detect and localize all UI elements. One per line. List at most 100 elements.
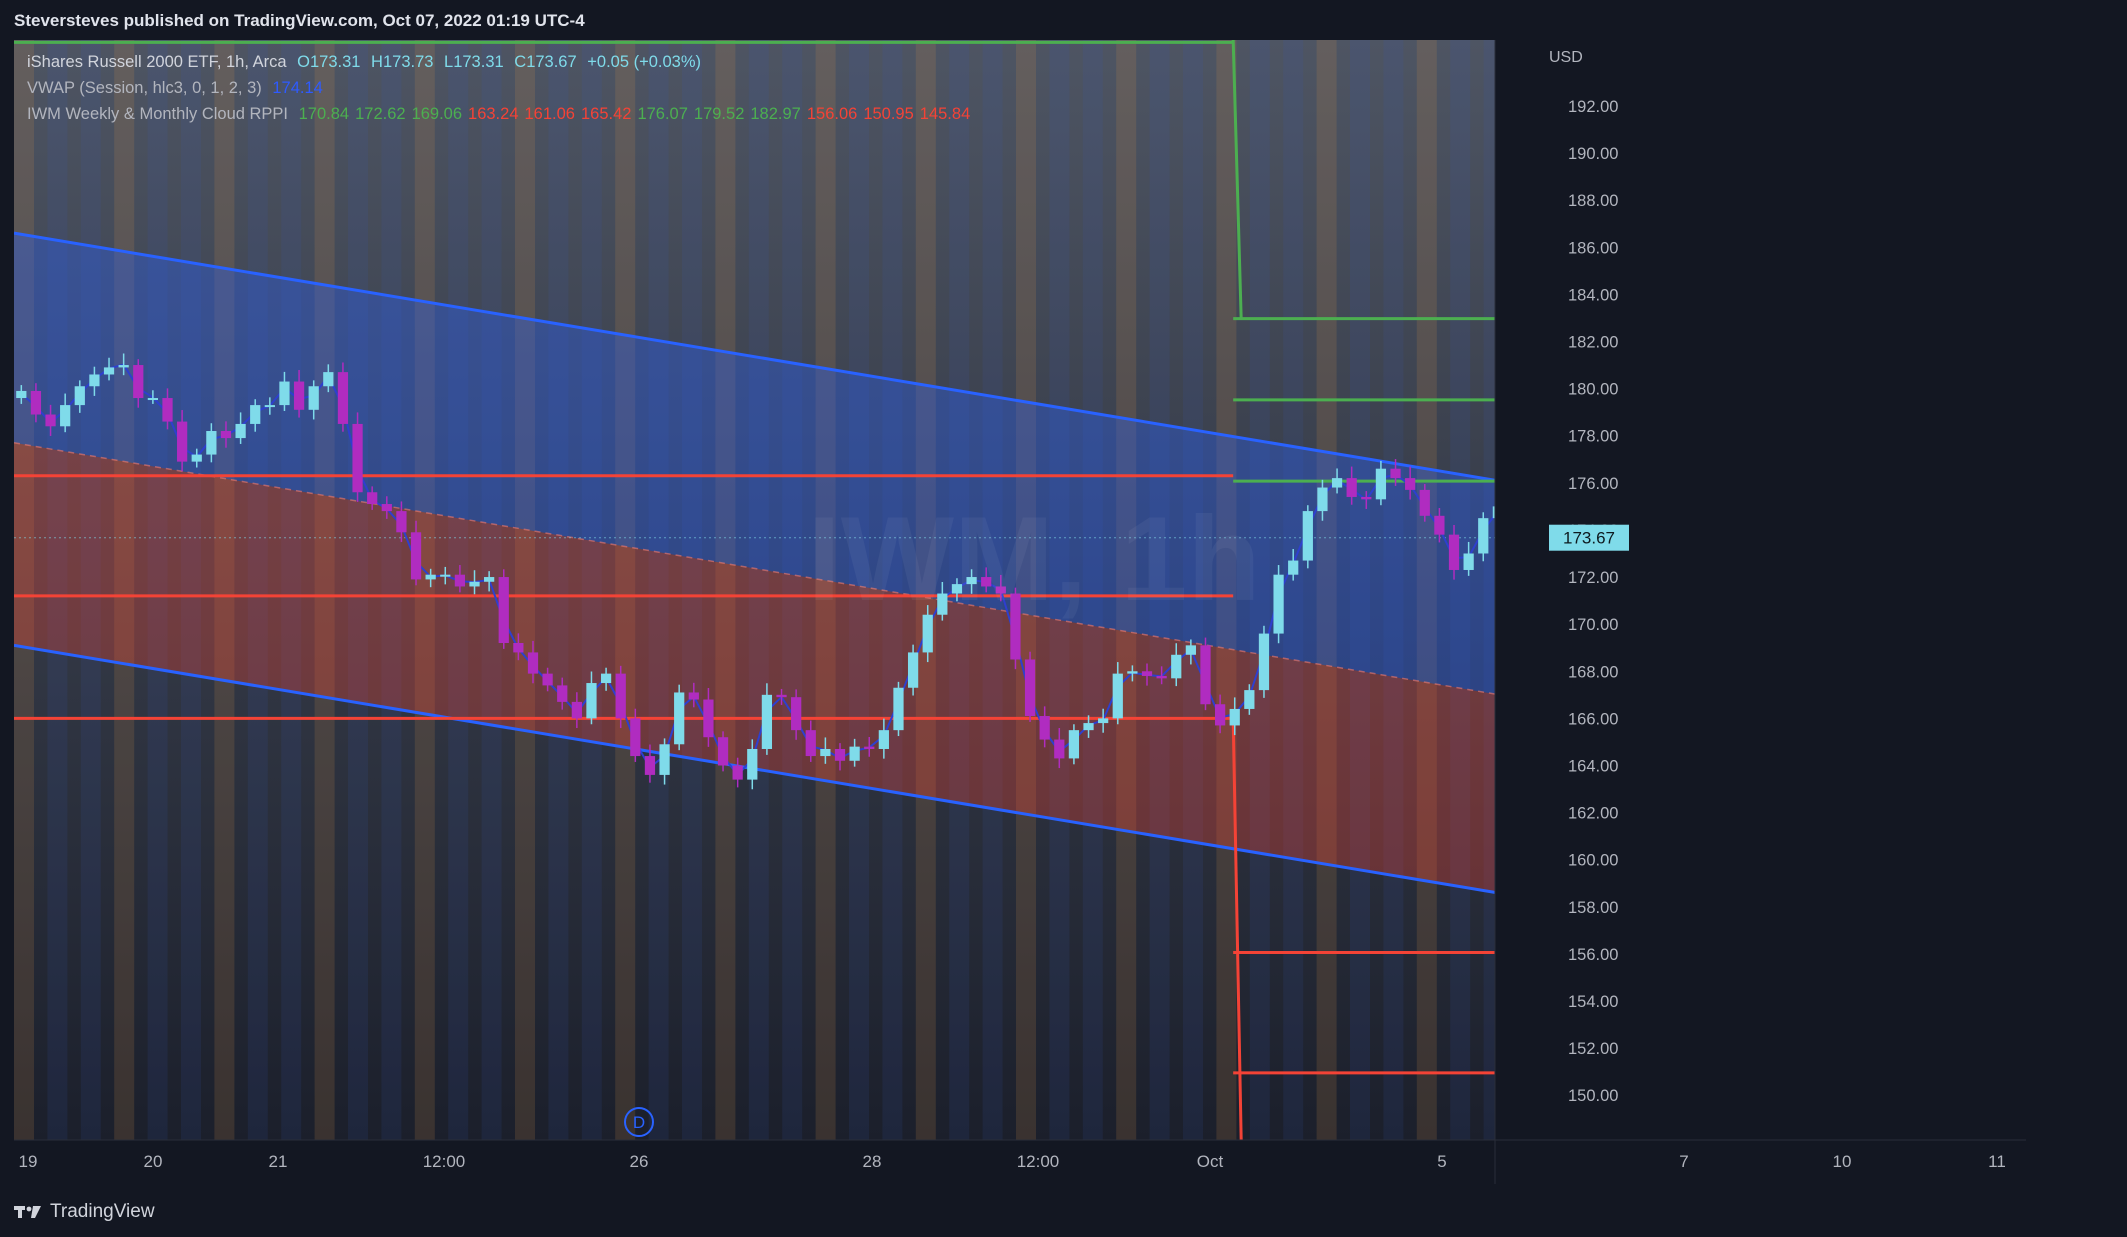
candle-body xyxy=(1434,515,1445,535)
session-stripe xyxy=(849,40,869,1140)
legend-vwap-label: VWAP (Session, hlc3, 0, 1, 2, 3) xyxy=(27,79,262,97)
dividend-marker-icon[interactable] xyxy=(624,1107,654,1137)
candle-body xyxy=(600,673,612,684)
session-stripe xyxy=(348,40,368,1140)
candle-body xyxy=(893,687,904,731)
y-tick-label: 192.00 xyxy=(1568,98,1618,116)
candle-body xyxy=(425,574,436,580)
session-stripe xyxy=(448,40,469,1140)
candle-body xyxy=(147,398,159,401)
y-tick-label: 188.00 xyxy=(1568,192,1618,210)
candle-body xyxy=(1171,654,1182,679)
session-stripe xyxy=(1216,40,1237,1140)
session-stripe xyxy=(1249,40,1270,1140)
y-tick-label: 162.00 xyxy=(1568,805,1618,823)
candle-body xyxy=(878,730,889,749)
candle-body xyxy=(308,386,319,410)
candle-body xyxy=(410,532,422,580)
y-tick-label: 172.00 xyxy=(1568,569,1618,587)
legend-change: +0.05 (+0.03%) xyxy=(587,53,702,71)
channel-upper-fill xyxy=(14,233,1666,724)
y-tick-label: 182.00 xyxy=(1568,333,1618,351)
y-tick-label: 158.00 xyxy=(1568,899,1618,917)
candle-body xyxy=(703,699,714,738)
candle-body xyxy=(89,374,100,387)
candle-body xyxy=(513,642,524,653)
candle-body xyxy=(1273,574,1284,634)
session-stripe xyxy=(1450,40,1471,1140)
session-stripe xyxy=(648,40,669,1140)
legend-close: C173.67 xyxy=(514,53,577,71)
x-tick-label: 5 xyxy=(1437,1152,1446,1171)
session-stripe xyxy=(782,40,803,1140)
candle-body xyxy=(1068,730,1080,759)
support-step xyxy=(1231,718,1243,1141)
candle-body xyxy=(103,367,115,375)
session-stripe xyxy=(615,40,636,1140)
candle-body xyxy=(60,405,71,427)
candle-body xyxy=(1200,645,1211,705)
candle-body xyxy=(1127,671,1138,674)
candle-body xyxy=(1390,468,1401,479)
last-price-label: 173.67 xyxy=(1563,529,1615,548)
session-stripe xyxy=(715,40,736,1140)
candle-body xyxy=(498,577,509,643)
session-stripe xyxy=(381,40,402,1140)
y-tick-label: 150.00 xyxy=(1568,1087,1618,1105)
session-stripe xyxy=(815,40,836,1140)
price-chart-svg[interactable]: USD 192.00 190.00 188.00 186.00 184.00 182.00 1… xyxy=(13,39,2026,1184)
legend-cloud-value: 179.52 xyxy=(693,105,745,123)
y-tick-label: 178.00 xyxy=(1568,428,1618,446)
time-axis-bg xyxy=(14,1140,2026,1184)
session-stripe xyxy=(314,40,335,1140)
y-tick-label: 176.00 xyxy=(1568,475,1618,493)
candle-body xyxy=(220,431,232,439)
candle-body xyxy=(1054,739,1065,759)
candle-body xyxy=(1244,690,1255,709)
candle-body xyxy=(586,683,597,719)
candle-body xyxy=(323,372,334,387)
candle-body xyxy=(162,398,173,422)
candle-body xyxy=(732,765,743,780)
candle-body xyxy=(747,748,758,780)
session-stripe xyxy=(1183,40,1203,1140)
candle-body xyxy=(337,372,349,424)
y-tick-label: 186.00 xyxy=(1568,239,1618,257)
candle-body xyxy=(1039,716,1050,740)
x-tick-label: 28 xyxy=(863,1152,882,1171)
candle-body xyxy=(995,586,1006,594)
last-price-tag xyxy=(1549,524,1629,551)
candle-body xyxy=(1361,496,1372,500)
session-stripe xyxy=(581,40,602,1140)
session-stripe xyxy=(1383,40,1404,1140)
y-tick-label: 180.00 xyxy=(1568,381,1618,399)
session-stripe xyxy=(1116,40,1137,1140)
candle-body xyxy=(805,730,816,757)
footer-branding[interactable]: TradingView xyxy=(14,1197,155,1227)
y-tick-label: 170.00 xyxy=(1568,616,1618,634)
candle-body xyxy=(235,423,246,439)
candle-body xyxy=(352,423,363,493)
candle-body xyxy=(717,737,729,766)
candle-body xyxy=(1317,487,1328,512)
y-tick-label: 184.00 xyxy=(1568,286,1618,304)
candle-body xyxy=(133,365,144,399)
legend-cloud-value: 169.06 xyxy=(411,105,463,123)
chart-area[interactable]: USD 192.00 190.00 188.00 186.00 184.00 182.00 1… xyxy=(13,39,2026,1184)
session-stripe xyxy=(748,40,769,1140)
session-stripe xyxy=(1149,40,1170,1140)
session-stripe xyxy=(515,40,535,1140)
legend-cloud-value: 182.97 xyxy=(750,105,801,123)
y-tick-label: 154.00 xyxy=(1568,993,1618,1011)
session-stripe xyxy=(247,40,268,1140)
price-axis-bg xyxy=(1495,40,2026,1184)
x-tick-label: 21 xyxy=(269,1152,288,1171)
candle-body xyxy=(454,574,466,587)
channel-middle-line xyxy=(13,442,1667,724)
x-tick-label: 11 xyxy=(1988,1152,2006,1171)
session-stripe xyxy=(1350,40,1370,1140)
candle-body xyxy=(1478,518,1489,554)
candle-body xyxy=(527,652,539,674)
y-tick-label: 164.00 xyxy=(1568,757,1618,775)
candle-body xyxy=(644,756,656,775)
